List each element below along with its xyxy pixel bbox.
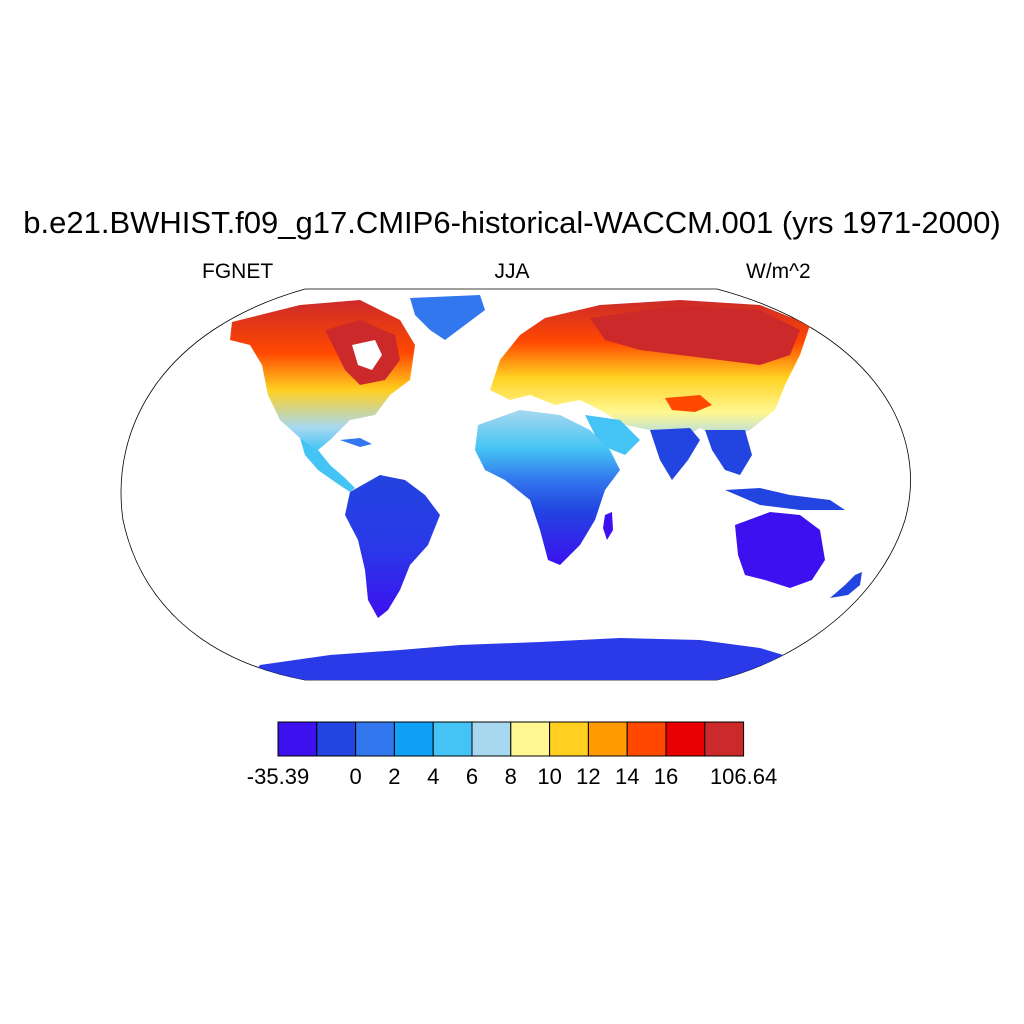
colorbar-label: 0 bbox=[349, 764, 361, 789]
south-america bbox=[345, 475, 440, 618]
australia bbox=[735, 512, 825, 588]
madagascar bbox=[603, 512, 613, 540]
siberia-hot bbox=[590, 305, 800, 365]
arabia bbox=[585, 415, 640, 455]
colorbar-box bbox=[277, 721, 318, 757]
india bbox=[650, 428, 700, 480]
colorbar-label: 2 bbox=[388, 764, 400, 789]
southeast-asia bbox=[705, 430, 752, 475]
africa bbox=[475, 410, 620, 565]
colorbar-box bbox=[587, 721, 628, 757]
colorbar-box bbox=[626, 721, 667, 757]
tibet-hot bbox=[665, 395, 712, 412]
colorbar-box bbox=[393, 721, 434, 757]
colorbar-label: 4 bbox=[427, 764, 439, 789]
variable-label: FGNET bbox=[202, 260, 274, 283]
colorbar-label: -35.39 bbox=[247, 764, 309, 789]
colorbar-label: 106.64 bbox=[710, 764, 777, 789]
colorbar-box bbox=[432, 721, 473, 757]
colorbar-box bbox=[510, 721, 551, 757]
greenland bbox=[410, 295, 485, 340]
season-label: JJA bbox=[494, 260, 530, 283]
colorbar-box bbox=[549, 721, 589, 757]
colorbar-box bbox=[665, 721, 706, 757]
colorbar-box bbox=[471, 721, 512, 757]
colorbar-label: 12 bbox=[576, 764, 600, 789]
new-zealand bbox=[830, 572, 862, 598]
caribbean bbox=[340, 438, 372, 447]
colorbar-box bbox=[355, 721, 395, 757]
colorbar-label: 14 bbox=[615, 764, 639, 789]
central-america bbox=[300, 438, 355, 492]
colorbar-box bbox=[316, 721, 357, 757]
hudson-bay bbox=[352, 340, 382, 370]
units-label: W/m^2 bbox=[746, 260, 811, 283]
colorbar-label: 8 bbox=[505, 764, 517, 789]
colorbar-box bbox=[704, 721, 745, 757]
colorbar-label: 10 bbox=[537, 764, 561, 789]
plot-title: b.e21.BWHIST.f09_g17.CMIP6-historical-WA… bbox=[23, 205, 1001, 240]
indonesia bbox=[725, 488, 845, 510]
colorbar-label: 16 bbox=[654, 764, 678, 789]
colorbar-label: 6 bbox=[466, 764, 478, 789]
antarctica bbox=[240, 638, 810, 680]
